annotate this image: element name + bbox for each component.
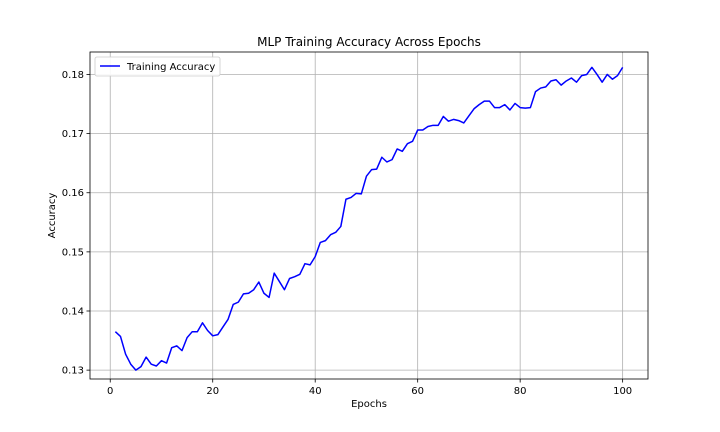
- x-tick-label: 20: [206, 386, 219, 397]
- y-axis-label: Accuracy: [47, 193, 58, 239]
- x-tick-label: 60: [411, 386, 424, 397]
- legend-label-training-accuracy: Training Accuracy: [126, 62, 215, 73]
- legend-box: [94, 56, 221, 77]
- series-line-training-accuracy: [114, 66, 624, 371]
- grid: [90, 52, 648, 379]
- series-layer: [114, 66, 624, 371]
- y-tick-label: 0.13: [62, 366, 84, 377]
- y-tick-label: 0.15: [62, 247, 84, 258]
- x-axis-label: Epochs: [351, 399, 387, 410]
- y-tick-label: 0.17: [62, 129, 84, 140]
- y-tick-label: 0.16: [62, 188, 84, 199]
- plot-area: [90, 52, 648, 379]
- x-tick-label: 0: [107, 386, 113, 397]
- chart-title: MLP Training Accuracy Across Epochs: [257, 35, 481, 49]
- x-tick-label: 80: [514, 386, 527, 397]
- x-tick-label: 40: [309, 386, 322, 397]
- y-tick-label: 0.14: [62, 306, 84, 317]
- legend: Training Accuracy: [94, 56, 221, 77]
- x-axis-ticks: 0 20 40 60 80 100: [107, 379, 632, 397]
- y-axis-ticks: 0.13 0.14 0.15 0.16 0.17 0.18: [62, 70, 90, 377]
- plot-frame: [89, 51, 649, 380]
- y-tick-label: 0.18: [62, 70, 84, 81]
- x-tick-label: 100: [613, 386, 632, 397]
